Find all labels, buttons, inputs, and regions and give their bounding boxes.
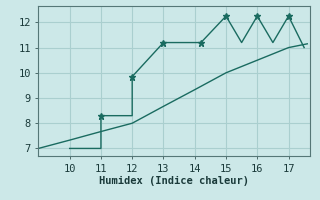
X-axis label: Humidex (Indice chaleur): Humidex (Indice chaleur) bbox=[100, 176, 249, 186]
